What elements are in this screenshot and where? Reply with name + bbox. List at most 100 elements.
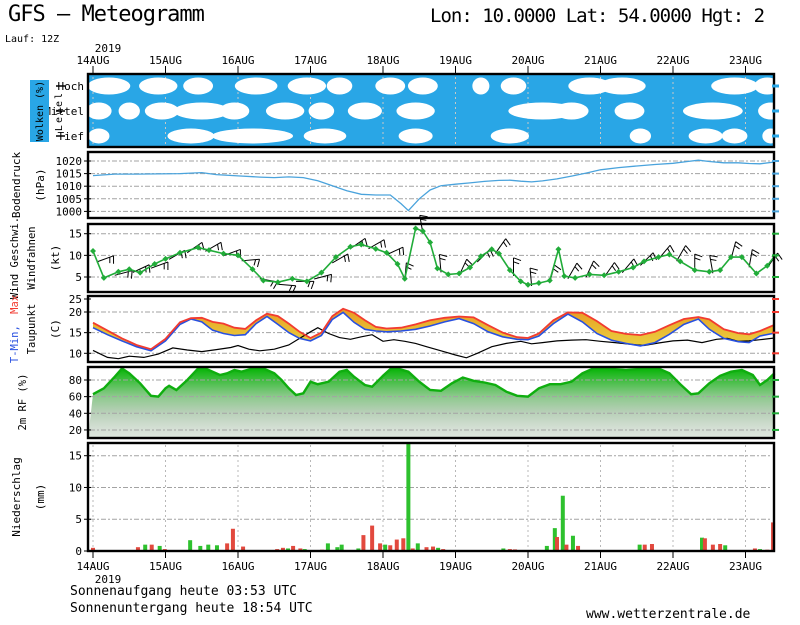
cloud-blob <box>500 77 527 95</box>
barb-staff <box>676 245 687 262</box>
precip-bar <box>649 544 654 551</box>
year-label: 2019 <box>95 573 122 586</box>
barb-tick <box>326 275 329 282</box>
wind-marker <box>274 279 281 286</box>
wind-marker <box>506 267 513 274</box>
run-label: Lauf: 12Z <box>5 34 60 45</box>
barb-tick <box>530 271 537 275</box>
clouds-label-background <box>30 80 49 142</box>
wind-marker <box>717 267 724 274</box>
pressure-line <box>92 159 775 212</box>
cloud-blob <box>308 102 335 120</box>
wind-marker <box>601 272 608 279</box>
barb-staff <box>494 238 507 254</box>
wind-barb <box>748 249 760 268</box>
cloud-blob <box>629 128 652 144</box>
barb-tick <box>513 257 522 262</box>
wind-marker <box>100 274 107 281</box>
precip-bar <box>544 545 549 551</box>
barb-tick <box>611 265 617 271</box>
precip-bar <box>91 547 95 551</box>
cloud-blob <box>88 128 110 144</box>
barb-tick <box>253 259 257 266</box>
temp-min-label: T-Min, <box>9 325 21 363</box>
precip-bar <box>356 548 361 551</box>
cloud-blob <box>183 77 214 95</box>
precip-bar <box>431 546 436 551</box>
cloud-blob <box>211 128 294 144</box>
barb-tick <box>505 238 511 246</box>
tick-label: 25 <box>69 293 82 306</box>
barb-tick <box>398 248 401 255</box>
wind-barb <box>96 255 115 264</box>
wind-marker <box>177 249 183 256</box>
wind-marker <box>706 268 713 275</box>
wind-marker <box>445 271 452 278</box>
barb-tick <box>310 281 315 290</box>
barb-tick <box>554 264 562 271</box>
wind-marker <box>630 264 637 271</box>
wind-marker <box>561 273 568 280</box>
precip-bar <box>370 525 375 551</box>
band-label: Hoch <box>58 80 85 93</box>
barb-tick <box>752 249 760 255</box>
wind-marker <box>195 244 202 251</box>
date-label: 20AUG <box>511 560 544 573</box>
barb-tick <box>694 253 703 258</box>
wind-marker <box>525 281 531 288</box>
wind-marker <box>427 239 434 246</box>
wind-marker <box>220 250 227 257</box>
barb-staff <box>186 241 203 254</box>
wind-marker <box>456 270 463 277</box>
wind-marker <box>151 261 158 268</box>
cloud-blob <box>139 77 178 95</box>
barb-tick <box>685 245 692 252</box>
panel-border <box>86 222 776 294</box>
wind-marker <box>666 251 673 258</box>
barb-tick <box>466 258 473 266</box>
tick-label: 10 <box>69 249 82 262</box>
precip-bar <box>198 545 203 551</box>
barb-tick <box>330 274 333 283</box>
precip-bar <box>415 543 420 551</box>
cloud-blob <box>234 77 278 95</box>
date-label: 14AUG <box>76 54 109 67</box>
wind-marker <box>358 241 365 248</box>
tmin-line <box>92 311 775 352</box>
barb-tick <box>347 253 350 262</box>
tick-label: 15 <box>69 450 82 463</box>
barb-tick <box>439 257 446 261</box>
precip-bar <box>378 543 383 551</box>
clouds-level-label: Level <box>54 91 65 131</box>
barb-tick <box>257 259 261 268</box>
precip-bar <box>335 547 340 551</box>
temp-max-label: Max <box>9 295 21 314</box>
wind-marker <box>162 255 169 262</box>
tick-label: 1015 <box>56 168 83 181</box>
tick-label: 1020 <box>56 155 83 168</box>
panel-border <box>86 294 776 364</box>
wind-marker <box>249 266 256 273</box>
cloud-blob <box>758 102 784 120</box>
pressure-panel-label: Bodendruck <box>10 152 23 219</box>
wind-marker <box>555 246 562 253</box>
barb-tick <box>593 260 600 267</box>
tmax-line <box>92 307 775 351</box>
wind-marker <box>383 249 390 256</box>
wind-marker <box>641 258 647 265</box>
tick-label: 40 <box>69 407 82 420</box>
panel-border <box>86 150 776 220</box>
precip-bar <box>280 547 285 551</box>
barb-tick <box>420 218 427 221</box>
precip-bar <box>723 545 728 551</box>
precip-bar <box>157 545 162 551</box>
cloud-blob <box>174 102 230 120</box>
band-label: Tief <box>58 130 85 143</box>
wind-barb <box>567 262 583 279</box>
wind-marker <box>126 266 133 273</box>
precip-bar <box>555 537 559 551</box>
precip-bar <box>188 540 193 551</box>
barb-tick <box>710 258 717 261</box>
